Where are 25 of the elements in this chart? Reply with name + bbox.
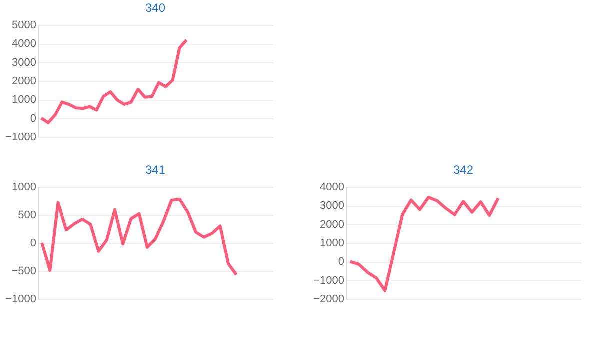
y-tick-label: 3000 [12, 56, 36, 69]
y-tick-label: 5000 [12, 20, 36, 32]
y-tick-label: −1000 [314, 274, 344, 287]
y-tick-label: 4000 [320, 182, 344, 194]
y-tick-label: −500 [12, 266, 36, 278]
y-tick-label: −1000 [6, 132, 36, 144]
y-tick-label: 4000 [12, 38, 36, 50]
y-tick-label: 1000 [12, 94, 36, 106]
chart-title: 341 [145, 163, 166, 177]
y-tick-label: 3000 [320, 200, 344, 212]
y-tick-label: 1000 [12, 182, 36, 194]
y-tick-label: 2000 [12, 76, 36, 88]
y-tick-label: 0 [30, 112, 36, 125]
y-tick-label: −2000 [314, 294, 344, 306]
y-tick-label: 0 [338, 256, 344, 268]
y-tick-label: 1000 [320, 238, 344, 250]
y-tick-label: −1000 [6, 294, 36, 306]
line-series [348, 196, 500, 292]
line-series [40, 198, 238, 276]
line-series [40, 38, 188, 124]
chart-title: 340 [145, 1, 166, 15]
y-tick-label: 0 [30, 238, 36, 250]
chart-title: 342 [453, 163, 474, 177]
y-tick-label: 2000 [320, 218, 344, 231]
y-tick-label: 500 [18, 210, 36, 222]
